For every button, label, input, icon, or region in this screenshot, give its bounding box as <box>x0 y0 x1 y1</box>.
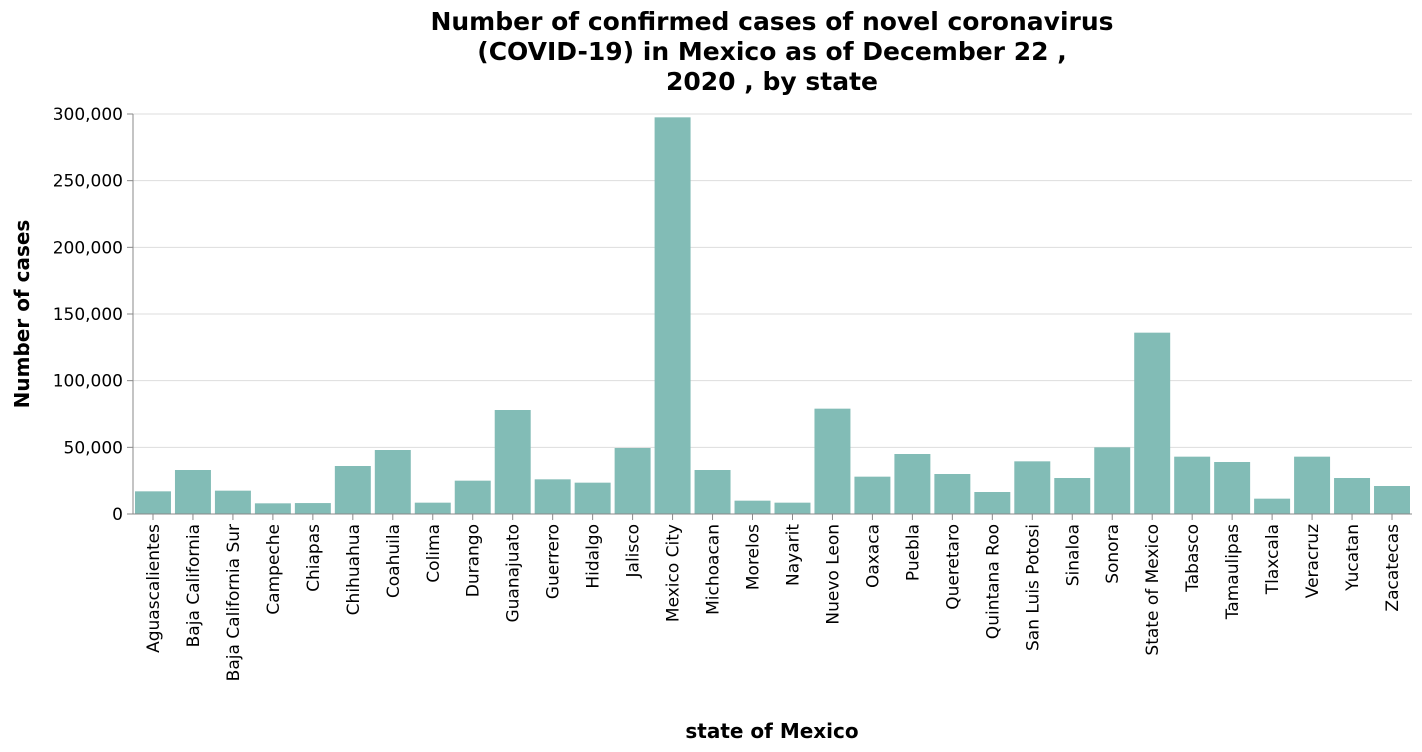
x-tick-label: Sinaloa <box>1063 524 1083 586</box>
bar <box>1374 486 1411 514</box>
x-tick-label: Veracruz <box>1303 524 1323 598</box>
x-axis-title: state of Mexico <box>685 719 858 743</box>
x-tick-label: Puebla <box>903 524 923 581</box>
x-tick-label: Guanajuato <box>504 524 524 623</box>
bar <box>574 482 611 514</box>
bar <box>1334 478 1371 514</box>
gridlines <box>133 113 1412 448</box>
x-tick-label: Michoacan <box>704 524 724 615</box>
bar <box>614 448 651 514</box>
x-axis-ticks: Aguascalientes Baja California Baja Califo… <box>144 514 1403 681</box>
x-tick-label: Nayarit <box>783 524 803 586</box>
x-tick-label: San Luis Potosi <box>1023 524 1043 651</box>
x-tick-label: Campeche <box>264 524 284 615</box>
x-tick-label: Quintana Roo <box>983 524 1003 639</box>
bar <box>1254 498 1291 514</box>
bar <box>1014 461 1051 514</box>
x-tick-label: Zacatecas <box>1383 524 1403 612</box>
bar <box>1054 478 1091 514</box>
x-tick-label: Tamaulipas <box>1223 524 1243 620</box>
bar <box>1294 456 1331 514</box>
bar <box>974 492 1011 514</box>
x-tick-label: State of Mexico <box>1143 524 1163 656</box>
x-tick-label: Chihuahua <box>344 524 364 615</box>
bar <box>294 503 331 514</box>
y-axis-title: Number of cases <box>10 220 34 409</box>
chart-title: Number of confirmed cases of novel coron… <box>430 7 1113 96</box>
x-tick-label: Tabasco <box>1183 524 1203 593</box>
bar <box>254 503 291 514</box>
bar <box>694 470 731 514</box>
bar <box>734 500 771 514</box>
x-tick-label: Baja California Sur <box>224 524 244 681</box>
bar <box>494 410 531 514</box>
x-tick-label: Morelos <box>744 524 764 590</box>
x-tick-label: Tlaxcala <box>1263 524 1283 595</box>
bar <box>534 479 571 514</box>
bar <box>374 450 411 514</box>
bar <box>814 408 851 514</box>
bar <box>1094 447 1131 514</box>
y-tick-label: 100,000 <box>53 372 123 392</box>
bar <box>134 491 171 514</box>
x-tick-label: Durango <box>464 524 484 597</box>
bar <box>854 476 891 514</box>
y-tick-label: 300,000 <box>53 105 123 125</box>
x-tick-label: Coahuila <box>384 524 404 598</box>
y-tick-label: 0 <box>112 505 123 525</box>
chart-title-line-3: 2020 , by state <box>666 67 878 96</box>
x-tick-label: Nuevo Leon <box>823 524 843 625</box>
chart-title-line-2: (COVID-19) in Mexico as of December 22 , <box>477 37 1066 66</box>
x-tick-label: Guerrero <box>544 524 564 599</box>
x-tick-label: Aguascalientes <box>144 524 164 653</box>
x-tick-label: Queretaro <box>943 524 963 610</box>
chart-title-line-1: Number of confirmed cases of novel coron… <box>430 7 1113 36</box>
y-tick-label: 150,000 <box>53 305 123 325</box>
y-axis-ticks: 0 50,000 100,000 150,000 200,000 250,000 300,0… <box>53 105 133 525</box>
x-tick-label: Colima <box>424 524 444 583</box>
bar <box>174 470 211 514</box>
y-tick-label: 250,000 <box>53 172 123 192</box>
bar <box>1134 332 1171 514</box>
bar <box>454 480 491 514</box>
x-tick-label: Hidalgo <box>584 524 604 589</box>
bar <box>654 117 691 514</box>
x-tick-label: Chiapas <box>304 524 324 592</box>
x-tick-label: Sonora <box>1103 524 1123 584</box>
bar <box>894 454 931 514</box>
x-tick-label: Yucatan <box>1343 524 1363 592</box>
bars <box>134 117 1411 514</box>
bar <box>1214 462 1251 514</box>
bar <box>1174 456 1211 514</box>
x-tick-label: Jalisco <box>624 524 644 578</box>
x-tick-label: Oaxaca <box>863 524 883 588</box>
y-tick-label: 200,000 <box>53 238 123 258</box>
y-tick-label: 50,000 <box>64 438 123 458</box>
bar <box>934 474 971 514</box>
bar <box>334 466 371 514</box>
x-tick-label: Baja California <box>184 524 204 647</box>
bar <box>214 490 251 514</box>
x-tick-label: Mexico City <box>664 524 684 622</box>
bar <box>414 502 451 514</box>
bar <box>774 502 811 514</box>
